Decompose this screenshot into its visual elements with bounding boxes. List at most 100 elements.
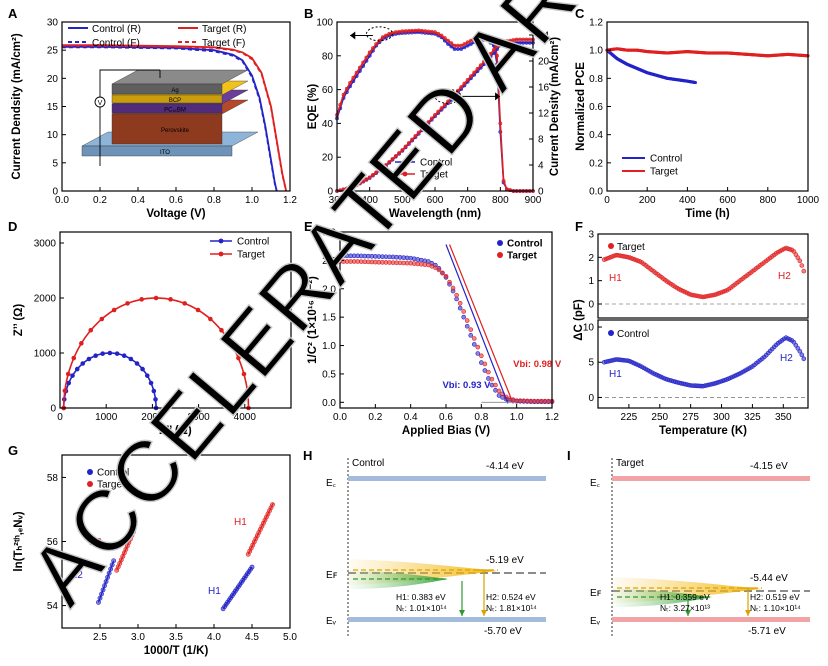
y-tick-label: 1.5 xyxy=(322,313,336,324)
y-tick-label: 1.2 xyxy=(589,18,603,29)
legend-label: Target xyxy=(650,167,678,178)
nyquist-point xyxy=(121,353,127,358)
wire xyxy=(99,69,160,166)
x-tick-label: 300 xyxy=(713,412,730,423)
x-tick-label: 0.6 xyxy=(439,412,453,423)
eqe-point xyxy=(436,31,441,36)
mott-schottky-point-target xyxy=(461,309,466,314)
ec-value: -4.15 eV xyxy=(750,461,788,472)
eqe-point xyxy=(472,70,477,75)
dlcap-point-target xyxy=(799,263,805,268)
trap-label: H1 xyxy=(208,586,221,597)
eqe-point xyxy=(400,148,405,152)
y-tick-label: 2.0 xyxy=(322,284,336,295)
nyquist-point xyxy=(153,397,158,402)
ag-layer-face xyxy=(111,83,223,95)
legend-marker xyxy=(608,243,614,249)
eqe-point xyxy=(354,70,359,75)
x-tick-label: 300 xyxy=(329,195,346,206)
eqe-point xyxy=(380,165,385,170)
y-tick-label: 0.0 xyxy=(589,187,603,198)
valence-band xyxy=(612,617,810,622)
x-tick-label: 1.2 xyxy=(545,412,559,423)
eqe-point xyxy=(465,77,470,82)
vbi-control-label: Vbi: 0.93 V xyxy=(442,380,491,391)
x-tick-label: 4.0 xyxy=(207,632,221,643)
h1-energy: H1: 0.359 eV xyxy=(660,592,710,602)
eqe-point xyxy=(413,134,418,138)
eqe-point xyxy=(413,28,418,33)
h2-energy: H2: 0.519 eV xyxy=(750,592,800,602)
legend-label: Target xyxy=(507,251,537,262)
x-tick-label: 5.0 xyxy=(283,632,297,643)
x-tick-label: 3.0 xyxy=(131,632,145,643)
plot-frame xyxy=(606,21,809,192)
panel-letter: E xyxy=(304,219,313,234)
peak-label: H2 xyxy=(780,353,793,364)
legend-marker xyxy=(87,469,93,475)
nyquist-point xyxy=(125,301,130,306)
panel-letter: G xyxy=(8,443,18,458)
nyquist-point xyxy=(148,380,154,386)
nyquist-point xyxy=(114,351,120,356)
nyquist-point xyxy=(128,356,134,362)
eqe-point xyxy=(498,121,503,126)
y-tick-label: 8 xyxy=(538,135,544,146)
y-axis-label: 1/C² (1×10¹⁶ F⁻²) xyxy=(307,276,319,364)
y-tick-label: 40 xyxy=(322,119,334,130)
y2-axis-label: Current Density (mA/cm²) xyxy=(549,37,561,176)
panel-c: C 0 200 400 600 800 1000 0.0 0.2 0.4 0.6 0.8 1.0 1.2 T… xyxy=(575,6,820,220)
device-schematic: ITO Perovskite PC₆₁BM BCP Ag V xyxy=(81,69,259,166)
nyquist-point xyxy=(107,350,113,356)
eqe-point xyxy=(351,185,356,190)
valence-band xyxy=(348,617,546,622)
x-tick-label: 2.5 xyxy=(93,632,107,643)
eqe-point xyxy=(485,55,490,60)
panel-letter: C xyxy=(575,6,585,21)
pcbm-layer-label: PC₆₁BM xyxy=(164,108,186,114)
eqe-point xyxy=(390,157,395,161)
nyquist-point xyxy=(208,316,213,322)
mott-schottky-point-target xyxy=(496,388,502,394)
y-tick-label: 0.8 xyxy=(589,74,603,85)
eqe-point xyxy=(439,106,444,111)
eqe-point xyxy=(380,35,385,40)
eqe-point xyxy=(400,29,405,34)
nyquist-point xyxy=(99,316,105,322)
x-tick-label: 350 xyxy=(775,412,792,423)
eqe-point xyxy=(354,183,359,188)
y-tick-label: 0 xyxy=(52,187,58,198)
panel-i: I Target E꜀ Eꜰ Eᵥ -4.15 eV -5.71 eV -5.44 eV H1:… xyxy=(567,448,810,637)
mott-schottky-point-control xyxy=(454,296,459,302)
ec-label: E꜀ xyxy=(326,478,337,489)
y-axis-label: Z’’ (Ω) xyxy=(13,304,25,337)
legend-label: Target (F) xyxy=(202,38,245,49)
mott-schottky-point-target xyxy=(457,301,463,306)
legend-label: Control (R) xyxy=(92,24,141,35)
eqe-point xyxy=(423,29,428,34)
legend-marker xyxy=(402,171,408,177)
eqe-point xyxy=(446,38,450,43)
eqe-point xyxy=(348,80,352,85)
mott-schottky-point-target xyxy=(450,285,456,291)
panel-g: G 2.5 3.0 3.5 4.0 4.5 5.0 54 56 58 1000/T (1/K) ln(… xyxy=(8,443,297,657)
panel-h: H Control E꜀ Eꜰ Eᵥ -4.14 eV -5.70 eV -5.19 eV H1… xyxy=(303,448,546,637)
arrhenius-point-control xyxy=(249,564,255,570)
eqe-point xyxy=(397,29,401,34)
dlcap-point-control xyxy=(799,352,805,358)
x-tick-label: 275 xyxy=(682,412,699,423)
mott-schottky-point-target xyxy=(454,292,459,298)
x-tick-label: 2000 xyxy=(141,412,164,423)
legend-label: Target xyxy=(97,480,125,491)
eqe-point xyxy=(374,42,379,46)
nyquist-point xyxy=(86,356,92,362)
legend-label: Control xyxy=(617,329,649,340)
y-tick-label: 0 xyxy=(327,187,333,198)
diagram-title: Control xyxy=(352,458,384,469)
y-tick-label: 20 xyxy=(47,74,59,85)
arrhenius-point-control xyxy=(108,566,114,572)
eqe-point xyxy=(393,30,398,35)
eqe-point xyxy=(351,75,356,80)
eqe-point xyxy=(439,33,444,38)
